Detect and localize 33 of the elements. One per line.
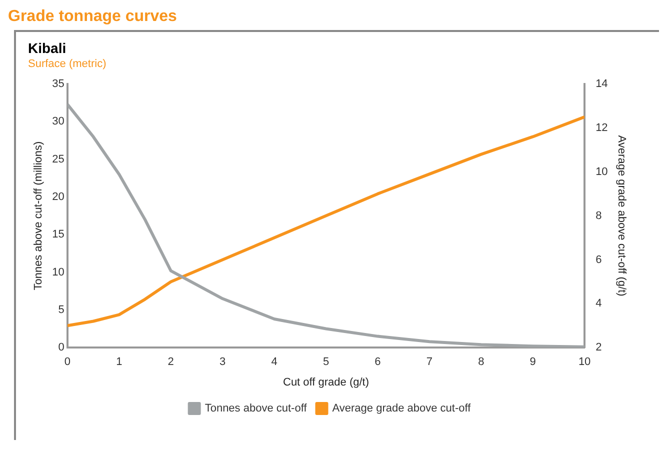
y2-tick-label: 14 — [596, 78, 608, 90]
y2-tick-label: 8 — [596, 210, 602, 222]
x-tick-label: 2 — [168, 356, 174, 368]
y-tick-label: 0 — [58, 342, 64, 354]
y-tick-label: 35 — [52, 78, 64, 90]
legend-label: Average grade above cut-off — [332, 402, 472, 415]
y-tick-label: 15 — [52, 228, 64, 241]
x-tick-label: 10 — [578, 356, 591, 368]
x-axis-title: Cut off grade (g/t) — [282, 376, 370, 388]
x-tick-label: 5 — [322, 356, 330, 368]
x-tick-label: 7 — [426, 356, 432, 368]
y2-tick-label: 6 — [596, 254, 602, 266]
y2-tick-label: 4 — [596, 298, 602, 310]
x-tick-label: 6 — [374, 356, 381, 368]
y-axis-title: Tonnes above cut-off (millions) — [32, 141, 45, 290]
x-tick-label: 9 — [530, 356, 536, 368]
y-tick-label: 5 — [58, 304, 64, 316]
x-tick-label: 8 — [478, 356, 484, 368]
y-tick-label: 30 — [52, 116, 64, 128]
y2-tick-label: 10 — [596, 166, 608, 178]
y2-axis-title: Average grade above cut-off (g/t) — [615, 135, 628, 296]
x-tick-label: 3 — [220, 356, 226, 368]
y2-tick-label: 12 — [596, 122, 608, 134]
y-tick-label: 10 — [52, 266, 64, 278]
x-tick-label: 4 — [271, 356, 278, 368]
x-tick-label: 1 — [116, 356, 122, 368]
text: Surface (metric) — [28, 58, 108, 70]
legend-label: Tonnes above cut-off — [204, 402, 308, 415]
y-tick-label: 20 — [52, 191, 64, 204]
chart-subtitle: Kibali — [28, 40, 68, 56]
y-tick-label: 25 — [52, 153, 64, 166]
y2-tick-label: 2 — [596, 342, 602, 354]
chart-title: Grade tonnage curves — [8, 8, 178, 27]
